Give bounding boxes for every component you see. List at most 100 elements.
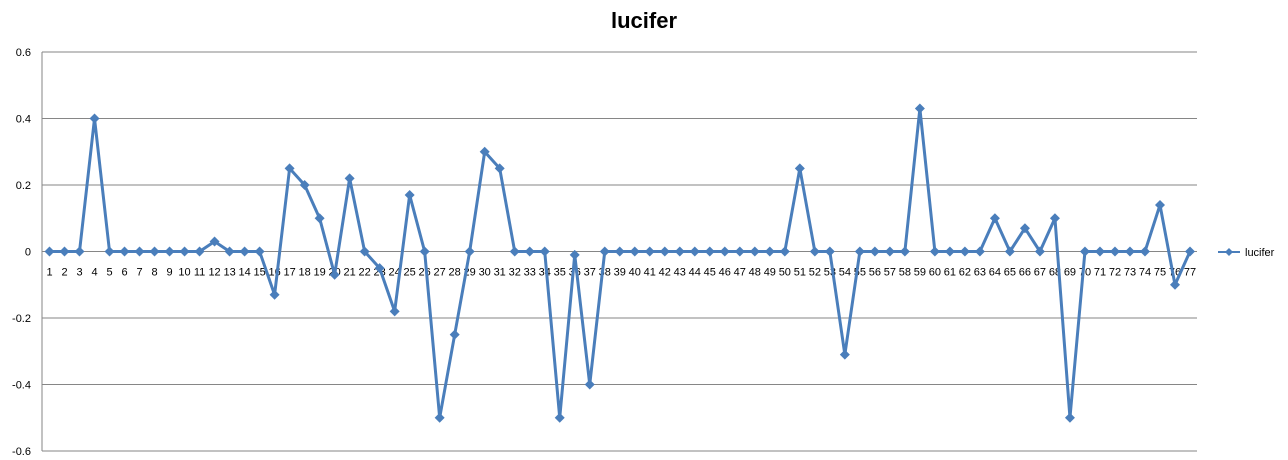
data-point [1034,246,1045,257]
x-tick-label: 59 [914,267,926,279]
x-tick-label: 50 [779,267,791,279]
x-tick-label: 44 [689,267,701,279]
data-point [719,246,730,257]
x-tick-label: 13 [223,267,235,279]
data-point [974,246,985,257]
data-point [134,246,145,257]
data-point [1049,213,1060,224]
data-point [254,246,265,257]
x-tick-label: 32 [509,267,521,279]
x-tick-label: 33 [524,267,536,279]
data-point [89,113,100,124]
data-point [1079,246,1090,257]
x-tick-labels: 1234567891011121314151617181920212223242… [46,267,1196,279]
x-tick-label: 77 [1184,267,1196,279]
x-tick-label: 51 [794,267,806,279]
x-tick-label: 74 [1139,267,1151,279]
x-tick-label: 71 [1094,267,1106,279]
data-point [149,246,160,257]
data-point [419,246,430,257]
y-tick-labels: 0.6 0.4 0.2 0 -0.2 -0.4 -0.6 [12,47,31,458]
data-point [1169,279,1180,290]
x-tick-label: 22 [359,267,371,279]
data-point [104,246,115,257]
x-tick-label: 9 [166,267,172,279]
data-point [44,246,55,257]
data-point [164,246,175,257]
x-tick-label: 2 [61,267,67,279]
data-point [914,103,925,114]
x-tick-label: 70 [1079,267,1091,279]
y-tick-label: -0.4 [12,380,31,392]
x-tick-label: 46 [719,267,731,279]
data-point [869,246,880,257]
y-tick-label: 0.6 [16,47,31,59]
x-tick-label: 66 [1019,267,1031,279]
x-tick-label: 19 [313,267,325,279]
x-tick-label: 67 [1034,267,1046,279]
data-point [539,246,550,257]
data-point [464,246,475,257]
x-tick-label: 4 [91,267,97,279]
x-tick-label: 54 [839,267,851,279]
data-point [1094,246,1105,257]
x-tick-label: 47 [734,267,746,279]
data-point [764,246,775,257]
x-tick-label: 1 [46,267,52,279]
data-point [944,246,955,257]
data-point [224,246,235,257]
data-point [494,163,505,174]
x-tick-label: 39 [614,267,626,279]
series-line [49,107,1192,420]
x-tick-label: 75 [1154,267,1166,279]
legend: lucifer [1218,247,1275,259]
data-point [329,269,340,280]
data-point [584,379,595,390]
x-tick-label: 40 [629,267,641,279]
x-tick-label: 56 [869,267,881,279]
y-tick-label: 0.2 [16,180,31,192]
legend-marker [1225,248,1233,256]
data-point [314,213,325,224]
data-point [659,246,670,257]
x-tick-label: 69 [1064,267,1076,279]
x-tick-label: 48 [749,267,761,279]
x-tick-label: 57 [884,267,896,279]
data-point [1109,246,1120,257]
x-tick-label: 30 [479,267,491,279]
data-point [374,263,385,274]
data-point [614,246,625,257]
x-tick-label: 27 [434,267,446,279]
y-tick-label: 0.4 [16,114,31,126]
data-point [1019,223,1030,234]
legend-label: lucifer [1245,247,1275,259]
x-tick-label: 15 [253,267,265,279]
x-tick-label: 62 [959,267,971,279]
data-point [629,246,640,257]
series-lucifer [44,103,1195,423]
data-point [689,246,700,257]
data-point [389,306,400,317]
x-tick-label: 8 [151,267,157,279]
x-tick-label: 18 [298,267,310,279]
data-point [239,246,250,257]
x-tick-label: 64 [989,267,1001,279]
data-point [734,246,745,257]
x-tick-label: 37 [584,267,596,279]
data-point [269,289,280,300]
y-tick-label: 0 [25,247,31,259]
data-point [809,246,820,257]
data-point [554,412,565,423]
data-point [929,246,940,257]
y-tick-label: -0.2 [12,313,31,325]
data-point [179,246,190,257]
x-tick-label: 35 [554,267,566,279]
data-point [959,246,970,257]
data-point [899,246,910,257]
data-point [209,236,220,247]
data-point [509,246,520,257]
x-tick-label: 58 [899,267,911,279]
chart-title: lucifer [610,8,678,33]
x-tick-label: 61 [944,267,956,279]
x-tick-label: 65 [1004,267,1016,279]
